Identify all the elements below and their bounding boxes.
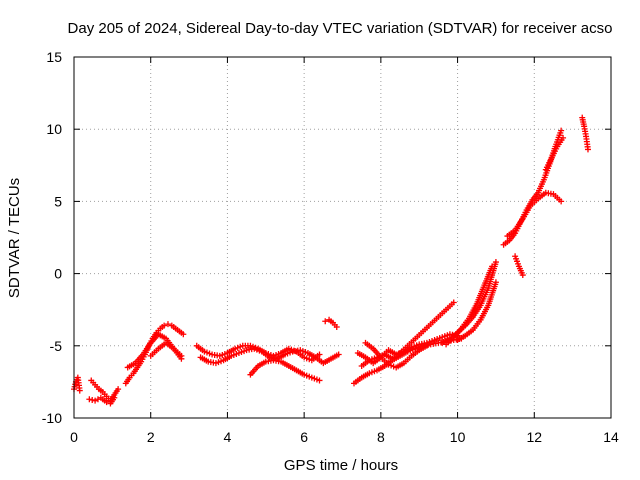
y-tick-label: -10	[42, 410, 62, 426]
data-point	[423, 342, 430, 349]
plot-frame	[73, 56, 612, 419]
data-point	[450, 299, 457, 306]
data-point	[584, 146, 591, 153]
x-tick-label: 14	[603, 429, 619, 445]
x-tick-label: 4	[224, 429, 232, 445]
data-point	[316, 377, 323, 384]
chart-title: Day 205 of 2024, Sidereal Day-to-day VTE…	[68, 20, 613, 37]
data-point	[161, 322, 168, 329]
data-point	[316, 351, 323, 358]
data-point	[86, 396, 93, 403]
data-point	[558, 198, 565, 205]
data-point	[558, 127, 565, 134]
x-tick-label: 12	[526, 429, 542, 445]
data-points	[71, 114, 591, 407]
data-point	[164, 321, 171, 328]
data-point	[111, 394, 118, 401]
data-point	[560, 134, 567, 141]
data-point	[492, 259, 499, 266]
x-tick-label: 6	[300, 429, 308, 445]
grid	[74, 57, 611, 418]
data-point	[519, 272, 526, 279]
data-point	[180, 331, 187, 338]
data-point	[322, 318, 329, 325]
y-axis-label: SDTVAR / TECUs	[6, 178, 23, 298]
data-point	[333, 324, 340, 331]
axes: 0 2 4 6 8 10 12 14 -10 -5 0 5 10 15	[42, 49, 619, 445]
data-point	[489, 263, 496, 270]
data-point	[103, 399, 110, 406]
data-point	[335, 351, 342, 358]
data-point	[76, 387, 83, 394]
y-tick-label: 5	[54, 193, 62, 209]
y-tick-label: 0	[54, 266, 62, 282]
x-axis-label: GPS time / hours	[284, 457, 398, 474]
x-tick-label: 8	[377, 429, 385, 445]
x-tick-label: 0	[70, 429, 78, 445]
y-tick-label: -5	[50, 338, 63, 354]
y-tick-label: 10	[46, 121, 62, 137]
data-point	[89, 396, 96, 403]
y-tick-label: 15	[46, 49, 62, 65]
data-point	[92, 397, 99, 404]
x-tick-label: 2	[147, 429, 155, 445]
x-tick-label: 10	[450, 429, 466, 445]
data-point	[178, 355, 185, 362]
data-point	[115, 386, 122, 393]
data-point	[492, 279, 499, 286]
